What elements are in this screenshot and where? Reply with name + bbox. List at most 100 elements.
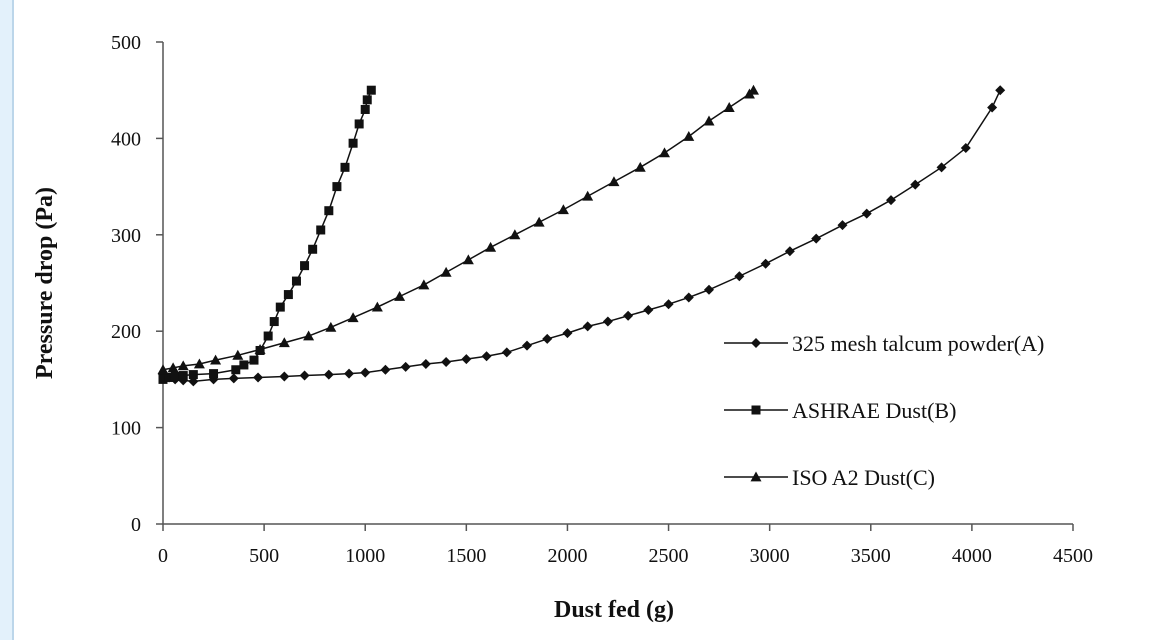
data-point xyxy=(663,299,674,310)
y-axis-title: Pressure drop (Pa) xyxy=(32,187,58,379)
data-point xyxy=(275,302,285,312)
data-point xyxy=(178,371,188,381)
data-point xyxy=(228,373,239,384)
data-point xyxy=(157,364,169,375)
y-tick-label: 0 xyxy=(131,514,141,536)
legend: 325 mesh talcum powder(A) ASHRAE Dust(B) I… xyxy=(724,331,1044,490)
data-point xyxy=(239,360,249,370)
data-point xyxy=(533,216,545,227)
data-point xyxy=(347,312,359,323)
data-point xyxy=(608,176,620,187)
data-point xyxy=(394,290,406,301)
data-point xyxy=(164,372,174,382)
data-point xyxy=(582,190,594,201)
data-point xyxy=(509,229,521,240)
x-tick-label: 3000 xyxy=(750,545,790,567)
data-point xyxy=(177,360,189,371)
data-point xyxy=(400,361,411,372)
data-point xyxy=(167,362,179,373)
data-point xyxy=(837,220,848,231)
data-point xyxy=(303,330,315,341)
data-point xyxy=(300,261,310,271)
data-point xyxy=(344,368,355,379)
data-point xyxy=(354,119,364,129)
data-point xyxy=(643,304,654,315)
x-tick-label: 2500 xyxy=(649,545,689,567)
data-point xyxy=(308,244,318,254)
data-point xyxy=(332,182,342,192)
series-3 xyxy=(157,84,759,375)
tick-labels: 0 500 1000 1500 2000 2500 3000 3500 4000 4500 0 100… xyxy=(111,32,1093,567)
data-point xyxy=(542,333,553,344)
data-point xyxy=(562,328,573,339)
data-point xyxy=(231,365,241,375)
data-point xyxy=(291,276,301,286)
data-point xyxy=(659,147,671,158)
data-point xyxy=(602,316,613,327)
data-point xyxy=(683,292,694,303)
legend-label: 325 mesh talcum powder(A) xyxy=(792,331,1044,356)
data-point xyxy=(324,206,334,216)
x-tick-label: 500 xyxy=(249,545,279,567)
y-tick-label: 300 xyxy=(111,225,141,247)
data-point xyxy=(723,102,735,112)
data-point xyxy=(861,208,872,219)
y-tick-label: 200 xyxy=(111,321,141,343)
data-point xyxy=(362,95,372,105)
data-point xyxy=(360,104,370,114)
data-point xyxy=(232,349,244,360)
data-point xyxy=(323,369,334,380)
data-point xyxy=(634,161,646,172)
data-point xyxy=(995,85,1006,96)
data-point xyxy=(485,241,497,252)
plot-area xyxy=(157,84,1006,387)
data-point xyxy=(760,258,771,269)
data-point xyxy=(420,358,431,369)
data-point xyxy=(371,301,383,312)
data-point xyxy=(325,321,337,332)
data-point xyxy=(987,102,998,113)
data-point xyxy=(960,143,971,154)
x-tick-label: 3500 xyxy=(851,545,891,567)
data-point xyxy=(170,372,180,382)
data-point xyxy=(380,364,391,375)
data-point xyxy=(279,371,290,382)
data-point xyxy=(366,85,376,95)
data-point xyxy=(299,370,310,381)
data-point xyxy=(210,354,222,365)
series-2 xyxy=(158,85,376,384)
data-point xyxy=(253,372,264,383)
x-tick-label: 1000 xyxy=(345,545,385,567)
data-point xyxy=(188,370,198,380)
data-point xyxy=(811,233,822,244)
data-point xyxy=(582,321,593,332)
data-point xyxy=(340,162,350,172)
legend-marker xyxy=(750,471,762,482)
data-point xyxy=(348,138,358,148)
data-point xyxy=(441,357,452,368)
data-point xyxy=(703,115,715,126)
data-point xyxy=(734,271,745,282)
legend-entry: 325 mesh talcum powder(A) xyxy=(724,331,1044,356)
legend-label: ASHRAE Dust(B) xyxy=(792,398,956,423)
chart-panel xyxy=(12,0,1158,640)
legend-marker xyxy=(751,338,761,348)
y-tick-label: 100 xyxy=(111,418,141,440)
x-tick-label: 2000 xyxy=(547,545,587,567)
x-tick-label: 0 xyxy=(158,545,168,567)
x-axis-title: Dust fed (g) xyxy=(554,597,674,623)
data-point xyxy=(557,204,569,215)
data-point xyxy=(522,340,532,351)
data-point xyxy=(278,337,290,348)
x-tick-label: 1500 xyxy=(446,545,486,567)
series-line xyxy=(162,89,755,371)
data-point xyxy=(784,246,795,257)
data-point xyxy=(462,254,474,265)
data-point xyxy=(254,344,266,354)
data-point xyxy=(249,355,259,365)
data-point xyxy=(193,358,205,369)
data-point xyxy=(263,331,273,341)
legend-entry: ASHRAE Dust(B) xyxy=(724,398,956,423)
x-tick-label: 4000 xyxy=(952,545,992,567)
data-point xyxy=(683,130,695,141)
